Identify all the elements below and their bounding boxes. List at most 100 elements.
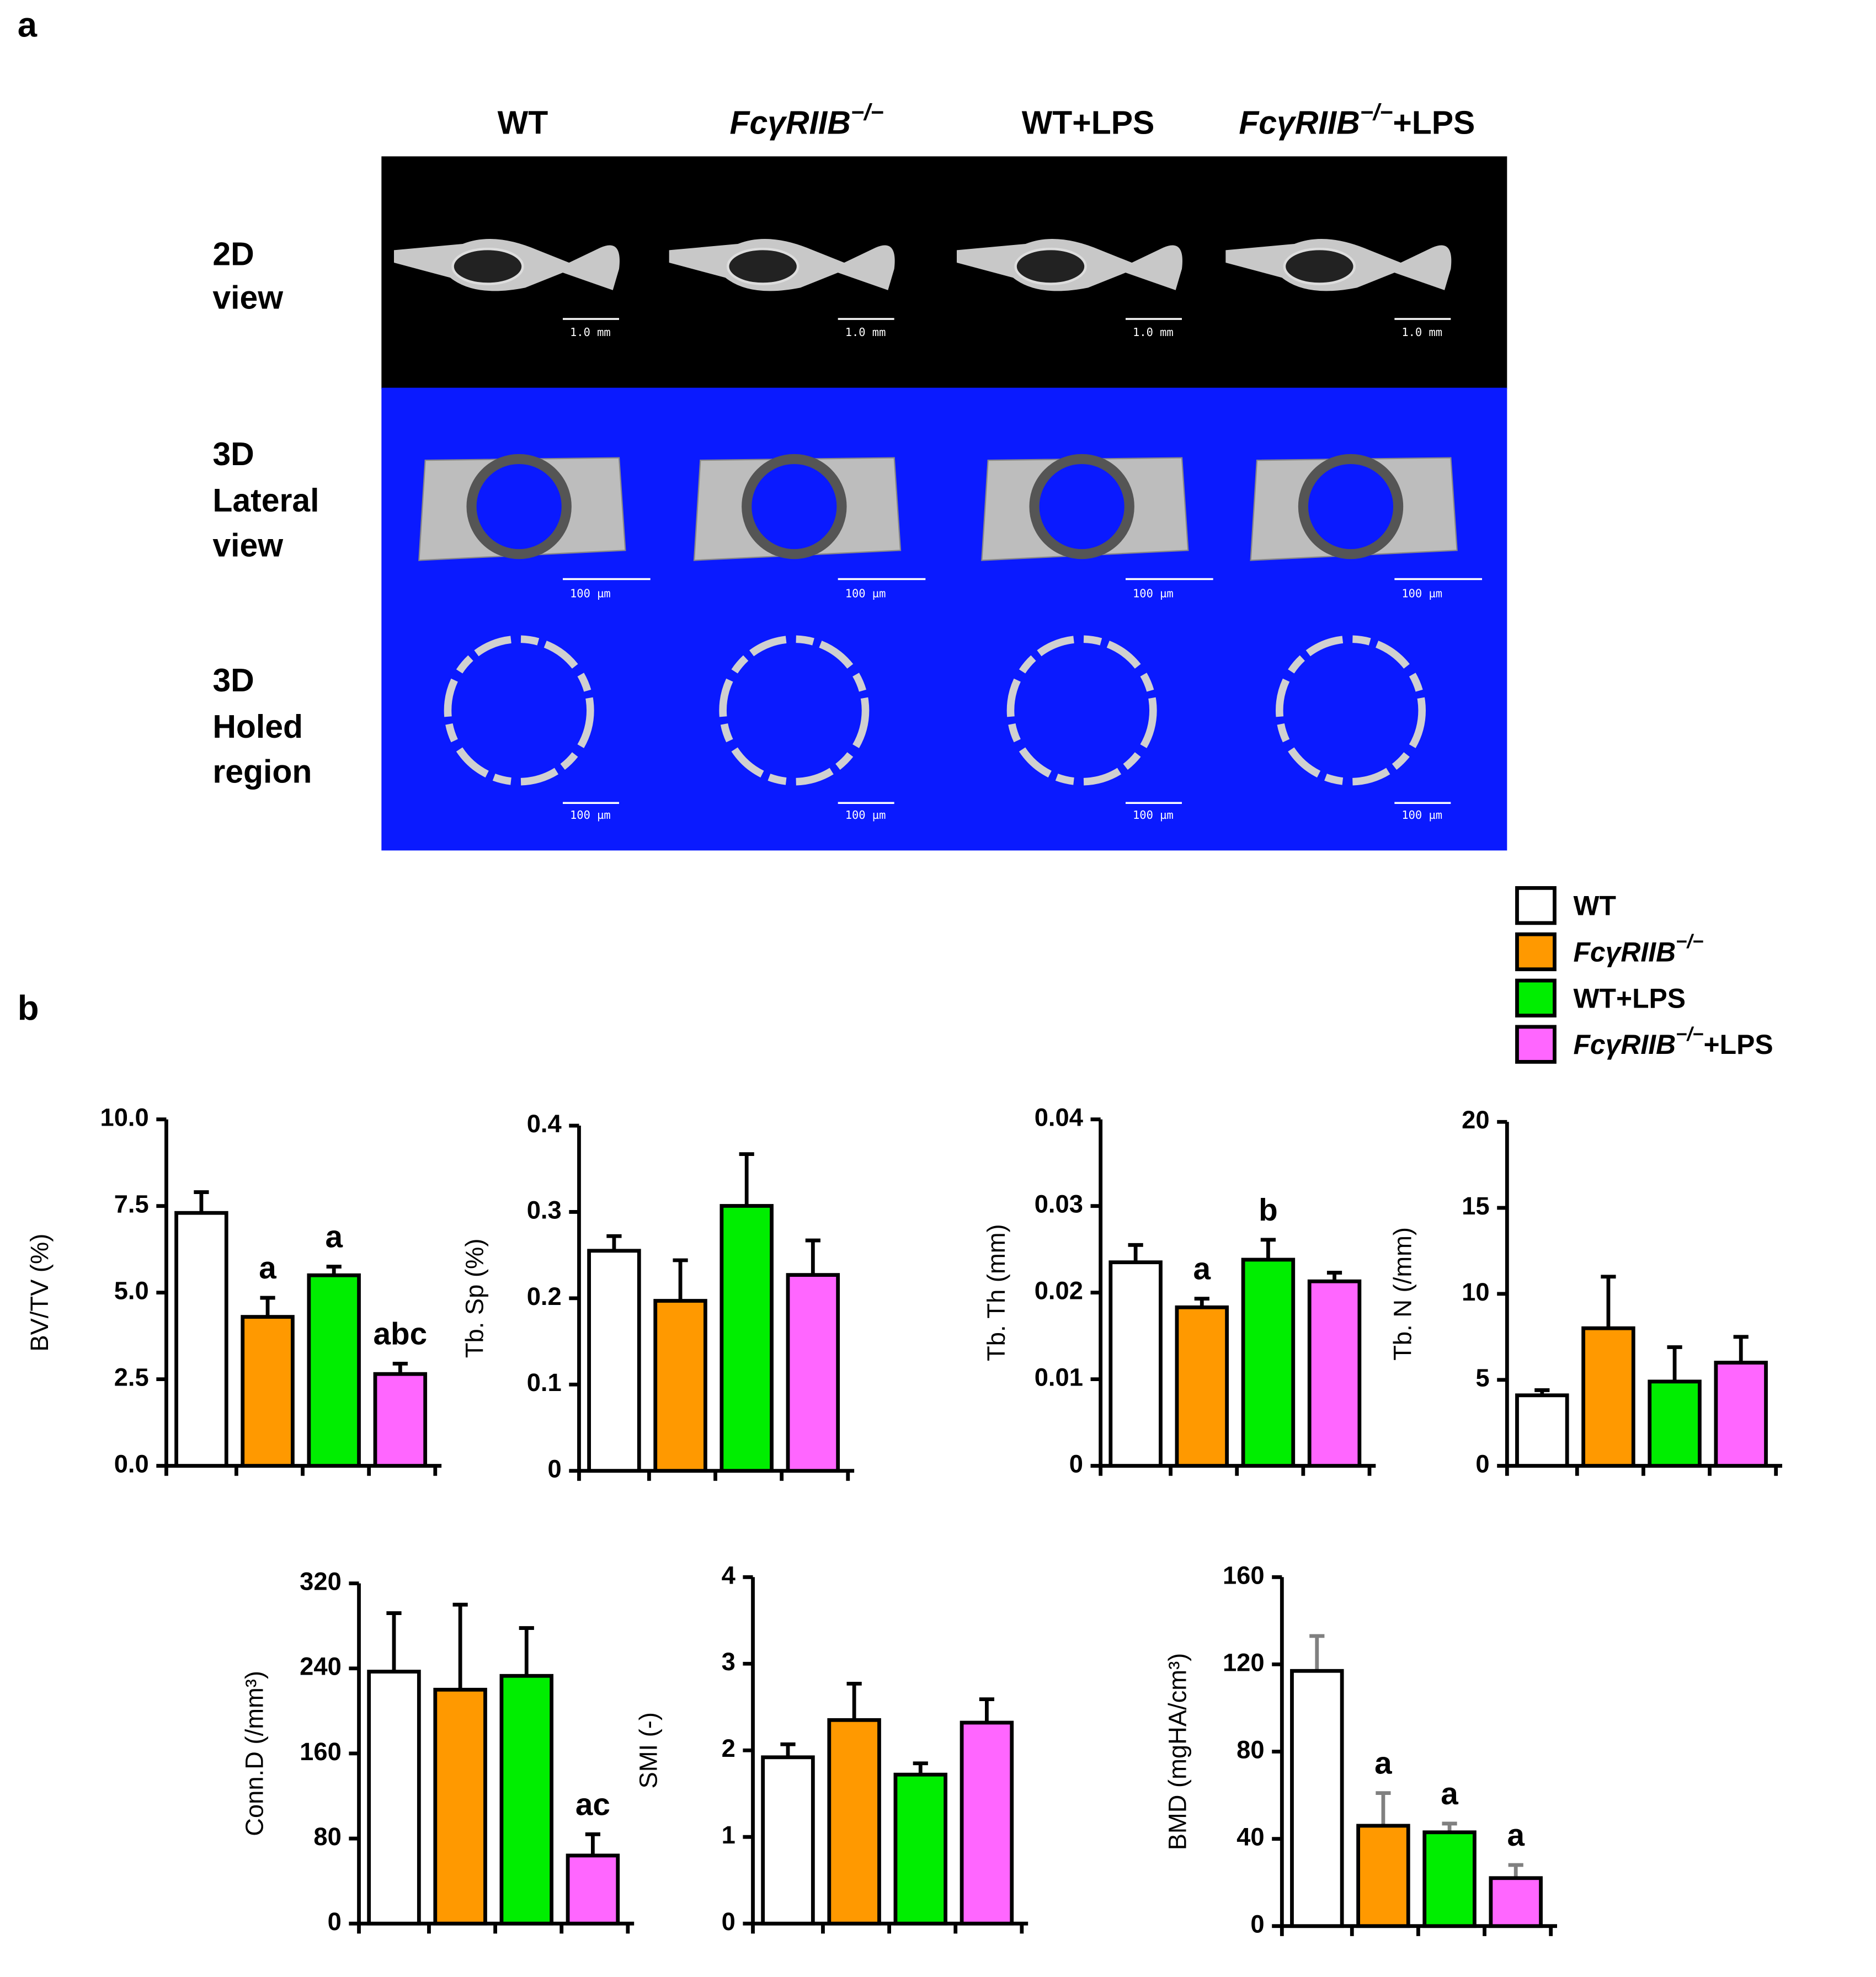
- bone-3d-hole: [466, 454, 572, 559]
- bar: [307, 1273, 361, 1468]
- bar: [587, 1249, 641, 1473]
- legend-swatch: [1515, 932, 1557, 972]
- bar: [499, 1674, 553, 1926]
- label: WT: [498, 105, 548, 141]
- bar: [1489, 1876, 1543, 1928]
- genotype-sup: −/−: [1360, 99, 1393, 125]
- y-tick-label: 5: [1475, 1364, 1489, 1392]
- bar: [1307, 1279, 1362, 1468]
- bar: [1290, 1669, 1344, 1928]
- y-axis-label: BMD (mgHA/cm³): [1163, 1653, 1191, 1851]
- y-tick-label: 0: [328, 1907, 342, 1936]
- y-tick-label: 0.01: [1035, 1363, 1083, 1392]
- bone-3d-hole: [1298, 454, 1404, 559]
- y-tick-label: 40: [1237, 1823, 1264, 1851]
- bar: [827, 1718, 881, 1926]
- bar: [1108, 1260, 1163, 1468]
- y-tick-label: 15: [1462, 1192, 1489, 1220]
- bar: [1714, 1361, 1768, 1468]
- label-text: WT+LPS: [1573, 983, 1686, 1014]
- label: FcγRIIB−/−: [1573, 931, 1703, 967]
- y-tick-label: 4: [722, 1561, 736, 1589]
- legend-swatch: [1515, 978, 1557, 1017]
- bar: [1515, 1393, 1569, 1468]
- significance-label: abc: [374, 1317, 428, 1351]
- y-tick-label: 0: [1475, 1450, 1489, 1478]
- y-tick-label: 0.0: [114, 1450, 149, 1478]
- bone-3d-ring: [1276, 635, 1426, 786]
- y-axis-label: Tb. Sp (%): [461, 1239, 489, 1358]
- genotype-sup: −/−: [851, 99, 884, 125]
- gene-name: FcγRIIB: [1573, 937, 1676, 968]
- scale-bar-label: 100 µm: [570, 808, 611, 822]
- significance-label: ac: [575, 1787, 610, 1822]
- label-suffix: +LPS: [1393, 105, 1475, 141]
- y-tick-label: 80: [1237, 1735, 1264, 1763]
- row-label: view: [212, 527, 283, 563]
- significance-label: b: [1259, 1193, 1278, 1228]
- y-tick-label: 3: [722, 1648, 736, 1676]
- y-tick-label: 0.3: [527, 1196, 562, 1224]
- ct-images: 1.0 mm 100 µm 100 µm 1.0 mm 100 µm 100 µm 1.0 …: [394, 238, 1482, 822]
- label-text: WT+LPS: [1022, 105, 1155, 141]
- bar: [786, 1273, 840, 1473]
- scale-bar-label: 1.0 mm: [570, 326, 611, 339]
- y-tick-label: 0.03: [1035, 1190, 1083, 1218]
- scale-bar-label: 100 µm: [1401, 808, 1442, 822]
- bar: [373, 1372, 428, 1468]
- label: FcγRIIB−/−+LPS: [1573, 1024, 1773, 1060]
- y-tick-label: 160: [300, 1738, 342, 1766]
- y-tick-label: 2: [722, 1734, 736, 1762]
- bar: [566, 1853, 620, 1926]
- bar: [761, 1755, 815, 1926]
- bone-3d-ring: [1006, 635, 1157, 786]
- y-axis-label: Tb. N (/mm): [1388, 1227, 1416, 1361]
- y-tick-label: 0: [548, 1455, 562, 1483]
- genotype-sup: −/−: [1676, 931, 1703, 952]
- gene-name: FcγRIIB: [1573, 1029, 1676, 1060]
- y-tick-label: 10: [1462, 1278, 1489, 1306]
- bone-2d-hole: [1283, 247, 1356, 285]
- y-tick-label: 7.5: [114, 1190, 149, 1218]
- row-label: 2D: [212, 236, 254, 272]
- y-tick-label: 0.4: [527, 1110, 562, 1138]
- significance-label: a: [1193, 1252, 1211, 1287]
- bone-2d-hole: [1014, 247, 1087, 285]
- label: WT+LPS: [1022, 105, 1155, 141]
- label: FcγRIIB−/−+LPS: [1239, 99, 1475, 141]
- bar: [433, 1687, 487, 1926]
- bar: [1581, 1326, 1635, 1468]
- row-label: Holed: [212, 709, 303, 745]
- row-label: Lateral: [212, 483, 319, 519]
- bar: [1422, 1830, 1477, 1928]
- scale-bar-label: 100 µm: [1133, 808, 1174, 822]
- bone-2d-hole: [726, 247, 800, 285]
- bar: [720, 1204, 774, 1473]
- y-tick-label: 0.1: [527, 1368, 562, 1397]
- label-suffix: +LPS: [1704, 1029, 1773, 1060]
- y-axis-label: Conn.D (/mm³): [241, 1671, 269, 1836]
- bar: [1356, 1824, 1410, 1928]
- legend-swatch: [1515, 886, 1557, 925]
- legend-swatch: [1515, 1025, 1557, 1064]
- gene-name: FcγRIIB: [1239, 105, 1360, 141]
- y-tick-label: 0: [722, 1907, 736, 1936]
- y-tick-label: 320: [300, 1568, 342, 1596]
- y-tick-label: 1: [722, 1821, 736, 1849]
- y-axis-label: Tb. Th (mm): [982, 1224, 1010, 1361]
- scale-bar-label: 100 µm: [570, 587, 611, 600]
- bar: [1241, 1257, 1296, 1468]
- bar: [893, 1772, 947, 1926]
- label: WT: [1573, 891, 1616, 921]
- y-tick-label: 0.2: [527, 1282, 562, 1310]
- genotype-sup: −/−: [1676, 1024, 1703, 1045]
- bar: [1175, 1305, 1229, 1468]
- scale-bar-label: 1.0 mm: [1133, 326, 1174, 339]
- bar: [960, 1720, 1014, 1926]
- bone-3d-hole: [742, 454, 847, 559]
- significance-label: a: [259, 1251, 276, 1286]
- label: FcγRIIB−/−: [729, 99, 883, 141]
- row-label: view: [212, 280, 283, 316]
- y-axis-label: BV/TV (%): [25, 1234, 54, 1352]
- row-label: 3D: [212, 663, 254, 699]
